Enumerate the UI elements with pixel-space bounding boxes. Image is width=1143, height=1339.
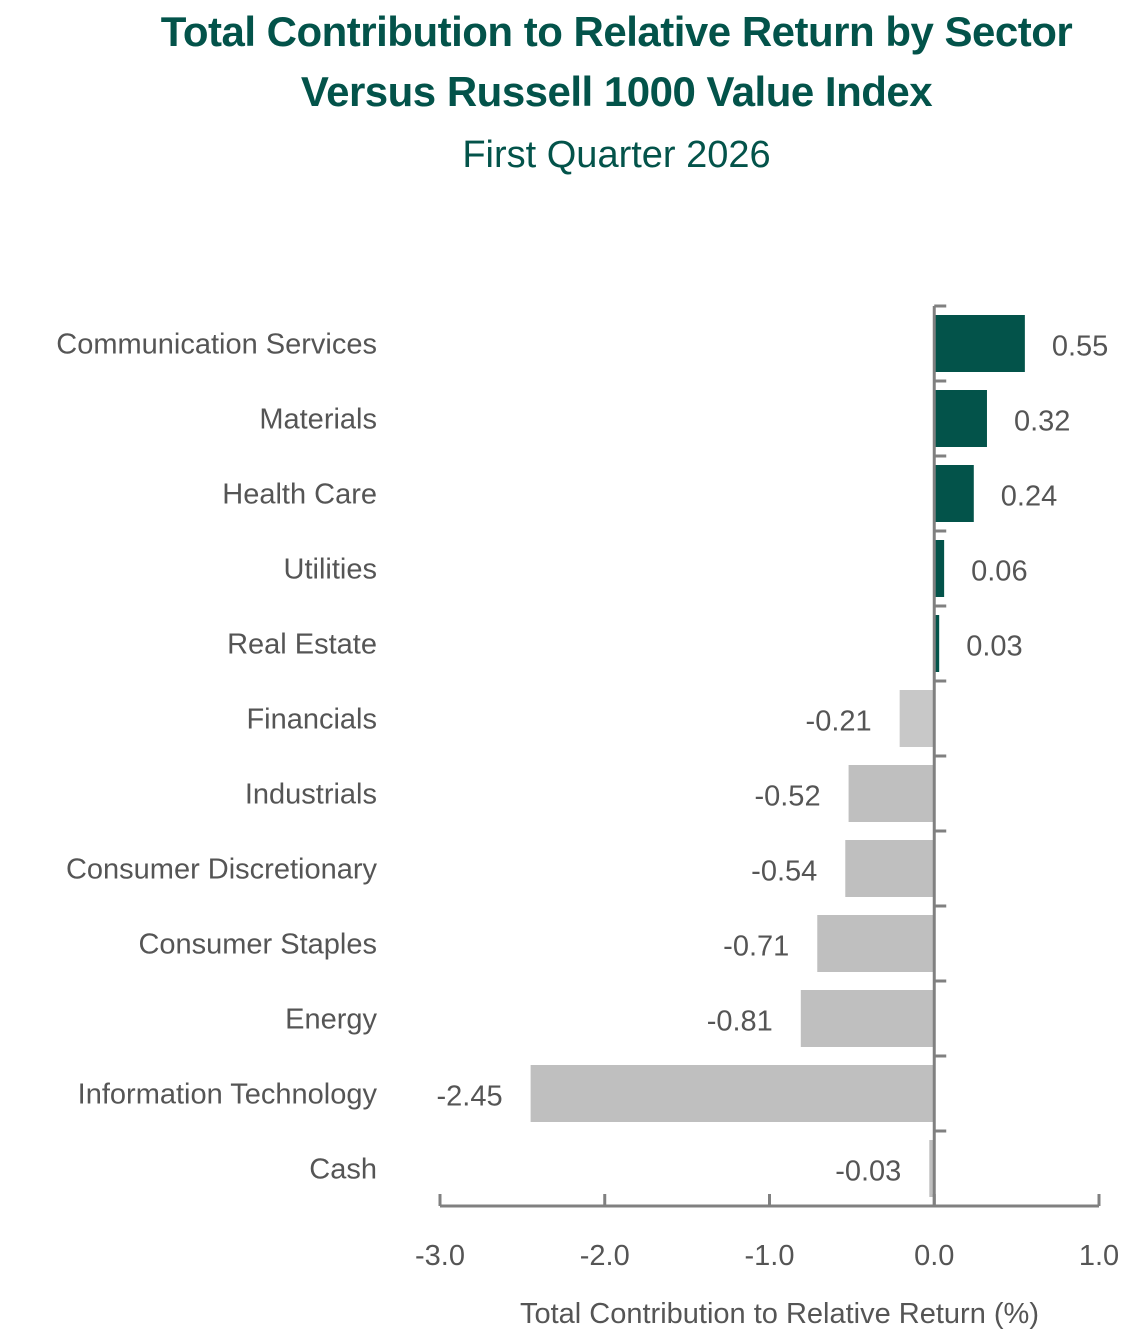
- category-label: Health Care: [222, 479, 377, 511]
- x-axis-title: Total Contribution to Relative Return (%…: [520, 1298, 1039, 1330]
- value-label: 0.24: [1001, 481, 1057, 513]
- bar-communication-services: [934, 315, 1025, 372]
- x-tick-label: 1.0: [1079, 1240, 1119, 1272]
- bar-utilities: [934, 540, 945, 597]
- chart-subtitle: First Quarter 2026: [462, 134, 771, 176]
- category-label: Materials: [259, 404, 377, 436]
- value-label: -0.52: [754, 781, 820, 813]
- bar-information-technology: [530, 1065, 935, 1122]
- x-tick-label: -2.0: [580, 1240, 630, 1272]
- x-tick-label: 0.0: [914, 1240, 954, 1272]
- bar-real-estate: [934, 615, 940, 672]
- x-tick-label: -1.0: [745, 1240, 795, 1272]
- category-label: Consumer Discretionary: [66, 854, 378, 886]
- bar-materials: [934, 390, 987, 447]
- category-label: Consumer Staples: [138, 929, 377, 961]
- chart-title-line2: Versus Russell 1000 Value Index: [300, 68, 933, 115]
- value-label: -0.54: [751, 856, 817, 888]
- bar-cash: [929, 1140, 935, 1197]
- x-tick-label: -3.0: [415, 1240, 465, 1272]
- value-label: 0.03: [966, 631, 1022, 663]
- value-label: -0.81: [707, 1006, 773, 1038]
- bar-health-care: [934, 465, 974, 522]
- bar-energy: [800, 990, 935, 1047]
- category-label: Communication Services: [56, 329, 377, 361]
- category-label: Financials: [246, 704, 377, 736]
- chart-title: Total Contribution to Relative Return by…: [160, 8, 1073, 55]
- category-label: Real Estate: [227, 629, 377, 661]
- bar-financials: [899, 690, 935, 747]
- value-label: 0.32: [1014, 406, 1070, 438]
- category-label: Information Technology: [78, 1079, 378, 1111]
- value-label: 0.06: [971, 556, 1027, 588]
- bar-consumer-staples: [817, 915, 935, 972]
- value-label: -2.45: [437, 1081, 503, 1113]
- bar-consumer-discretionary: [845, 840, 935, 897]
- category-label: Cash: [309, 1154, 377, 1186]
- category-label: Utilities: [284, 554, 377, 586]
- value-label: -0.03: [835, 1156, 901, 1188]
- category-label: Energy: [285, 1004, 377, 1036]
- value-label: -0.21: [806, 706, 872, 738]
- value-label: -0.71: [723, 931, 789, 963]
- category-label: Industrials: [245, 779, 377, 811]
- value-label: 0.55: [1052, 331, 1108, 363]
- bar-industrials: [848, 765, 935, 822]
